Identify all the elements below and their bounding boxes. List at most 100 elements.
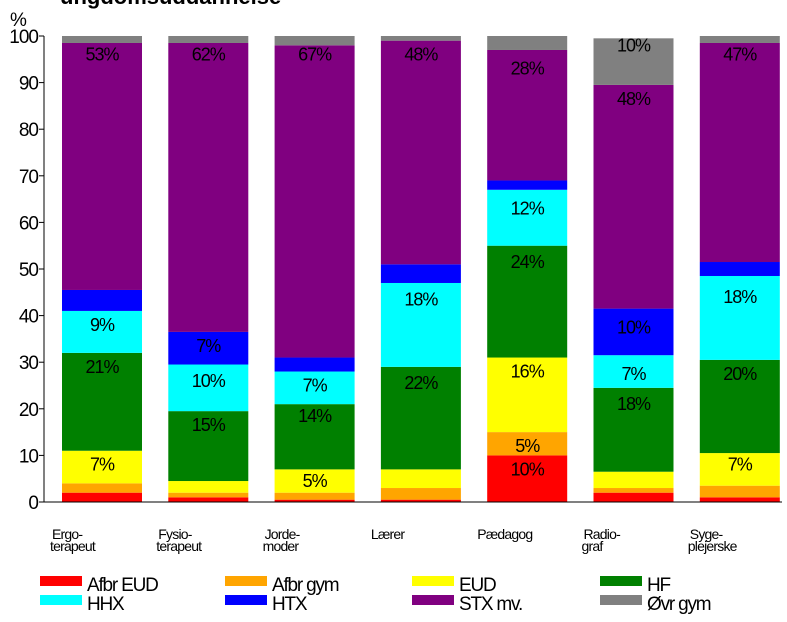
data-label: 14% <box>298 406 332 426</box>
bar-segment <box>274 469 355 493</box>
legend-label: Afbr gym <box>272 575 339 596</box>
bar-segment <box>62 450 142 484</box>
bar-segment <box>593 471 674 489</box>
x-category-label: Fysio-terapeut <box>156 526 202 554</box>
bar-segment <box>699 497 780 502</box>
bar-segment <box>168 411 249 482</box>
y-tick-label: 100 <box>9 27 38 48</box>
data-label: 67% <box>298 45 332 65</box>
y-axis-unit-label: % <box>10 10 27 31</box>
bar-segment <box>62 36 142 43</box>
legend-swatch <box>412 595 454 605</box>
x-category-label: Syge-plejerske <box>688 526 738 554</box>
bar-segment <box>62 492 142 502</box>
x-category-label: Lærer <box>371 526 405 542</box>
bar-segment <box>699 485 780 498</box>
data-label: 47% <box>723 45 757 65</box>
data-label: 16% <box>511 362 545 382</box>
bar-segment <box>274 36 355 46</box>
bar-segment <box>593 387 674 472</box>
bar-segment <box>699 36 780 43</box>
data-label: 28% <box>511 59 545 79</box>
data-label: 5% <box>515 436 540 456</box>
data-label: 18% <box>617 394 651 414</box>
data-label: 7% <box>303 376 328 396</box>
bars <box>62 36 780 502</box>
data-label: 48% <box>404 45 438 65</box>
x-category-label-line: Pædagog <box>477 526 532 542</box>
y-tick-label: 30 <box>19 353 39 374</box>
legend-swatch <box>600 595 642 605</box>
bar-segment <box>699 262 780 276</box>
legend-swatch <box>40 576 82 586</box>
data-label: 7% <box>90 455 115 475</box>
data-label: 15% <box>192 415 226 435</box>
x-category-label: Ergo-terapeut <box>50 526 96 554</box>
bar-segment <box>699 453 780 486</box>
data-label: 10% <box>511 459 545 479</box>
y-tick-label: 10 <box>19 446 39 467</box>
y-tick-label: 80 <box>19 120 39 141</box>
bar-segment <box>62 289 142 311</box>
x-category-label-line: terapeut <box>50 538 96 554</box>
bar-segment <box>487 357 568 433</box>
bar-segment <box>699 275 780 360</box>
bar-segment <box>380 366 461 470</box>
data-labels: 53% 9% 21% 7% 62% 7% 10% 15% 67% 7% 14% 5% 48% 18% 22%… <box>85 35 758 491</box>
bar-segment <box>487 49 568 181</box>
data-label: 21% <box>85 357 119 377</box>
bar-segment <box>274 499 355 502</box>
data-label: 10% <box>617 35 651 55</box>
axes: 0102030405060708090100Ergo-terapeutFysio… <box>9 27 782 554</box>
bar-segment <box>274 45 355 358</box>
bar-segment <box>62 310 142 353</box>
y-tick-label: 50 <box>19 260 39 281</box>
legend-label: HTX <box>272 594 308 615</box>
bar-segment <box>274 371 355 405</box>
bar-segment <box>593 355 674 388</box>
bar-segment <box>62 483 142 493</box>
data-label: 10% <box>192 371 226 391</box>
bar-segment <box>487 36 568 50</box>
legend-label: STX mv. <box>459 594 522 615</box>
bar-segment <box>487 245 568 358</box>
data-label: 20% <box>723 364 757 384</box>
bar-segment <box>593 38 674 85</box>
bar-segment <box>168 364 249 412</box>
bar-segment <box>699 42 780 263</box>
x-category-label-line: Fysio- <box>158 526 192 542</box>
bar-segment <box>380 282 461 367</box>
x-category-label: Radio-graf <box>582 526 622 554</box>
bar-segment <box>593 84 674 309</box>
bar-segment <box>168 331 249 365</box>
bar-segment <box>593 308 674 356</box>
bar-segment <box>274 492 355 500</box>
y-tick-label: 0 <box>28 493 38 514</box>
data-label: 18% <box>723 287 757 307</box>
data-label: 9% <box>90 315 115 335</box>
legend-label: HHX <box>87 594 125 615</box>
x-category-label: Pædagog <box>477 526 532 542</box>
bar-segment <box>380 469 461 489</box>
data-label: 10% <box>617 317 651 337</box>
legend-label: Øvr gym <box>647 594 711 615</box>
bar-segment <box>380 264 461 283</box>
data-label: 62% <box>192 45 226 65</box>
bar-segment <box>168 481 249 493</box>
y-tick-label: 60 <box>19 213 39 234</box>
bar-segment <box>168 497 249 502</box>
y-tick-label: 20 <box>19 400 39 421</box>
legend: Afbr EUD Afbr gym EUD HF HHX HTX STX mv. Øvr gy… <box>40 575 712 615</box>
legend-swatch <box>600 576 642 586</box>
y-tick-label: 90 <box>19 74 39 95</box>
bar-segment <box>487 180 568 190</box>
x-category-label-line: graf <box>582 538 604 554</box>
y-tick-label: 40 <box>19 307 39 328</box>
x-category-label-line: Lærer <box>371 526 405 542</box>
legend-label: HF <box>647 575 671 596</box>
data-label: 22% <box>404 373 438 393</box>
x-category-label-line: plejerske <box>688 538 738 554</box>
bar-segment <box>593 488 674 493</box>
x-category-label-line: moder <box>263 538 300 554</box>
